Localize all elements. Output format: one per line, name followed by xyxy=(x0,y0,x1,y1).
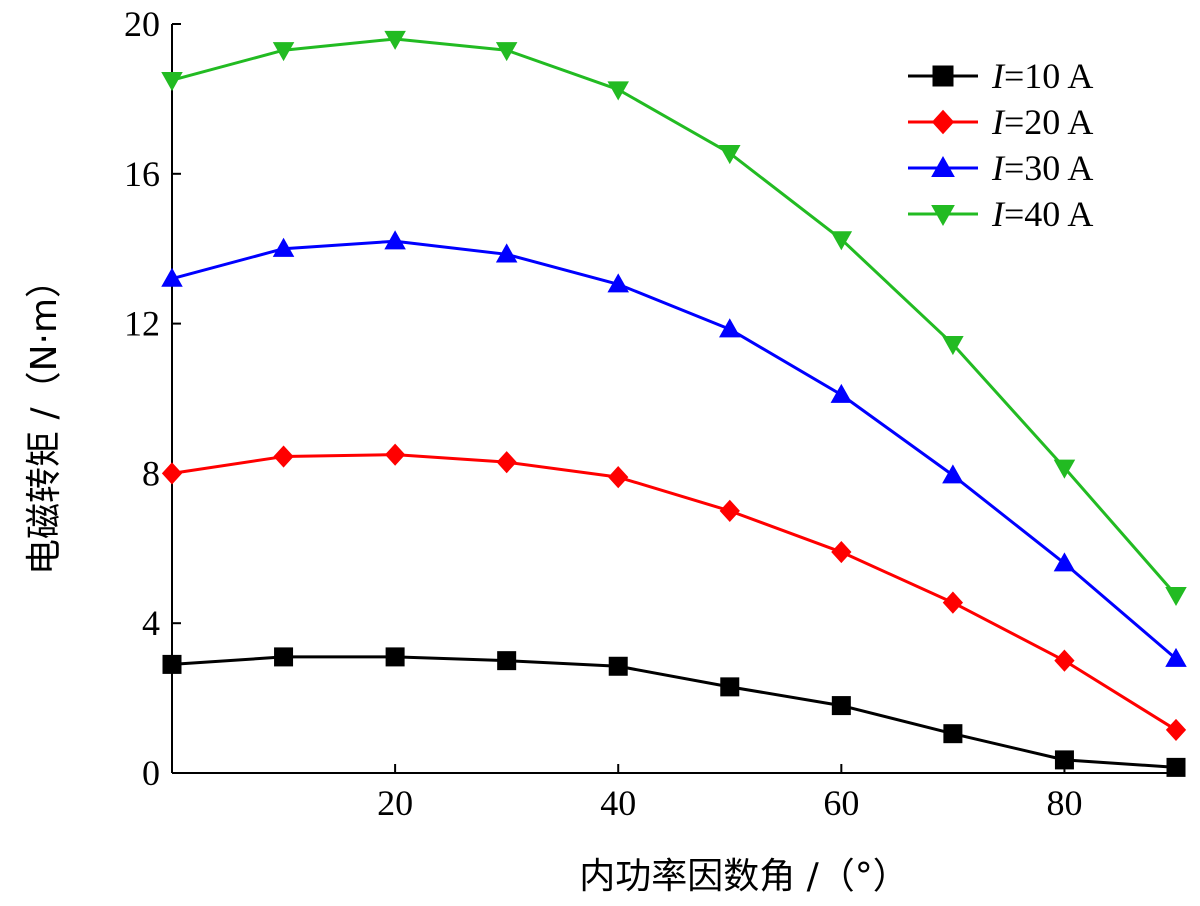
legend-label-rest: =30 A xyxy=(1004,148,1093,188)
triangle-up-marker xyxy=(161,267,183,287)
triangle-down-marker xyxy=(830,231,853,251)
diamond-marker xyxy=(161,462,183,485)
triangle-up-marker xyxy=(719,318,741,338)
diamond-marker xyxy=(942,591,964,614)
square-marker xyxy=(720,677,740,697)
square-marker xyxy=(162,654,182,674)
y-tick-label: 20 xyxy=(124,4,160,44)
series-3 xyxy=(161,230,1187,667)
legend-entry: I=10 A xyxy=(908,56,1093,96)
series-line xyxy=(171,655,1177,769)
series-line xyxy=(171,37,1178,597)
legend-label-italic: I xyxy=(991,102,1006,142)
series-2 xyxy=(161,443,1187,742)
y-axis-title: 电磁转矩 /（N·m） xyxy=(24,262,65,575)
legend-label-italic: I xyxy=(991,148,1006,188)
series-line xyxy=(171,453,1177,732)
diamond-marker xyxy=(931,109,955,135)
diamond-marker xyxy=(1054,649,1075,672)
triangle-up-marker xyxy=(272,237,295,257)
axes: 20 40 60 80 0 4 8 12 16 20 xyxy=(124,4,1176,823)
legend-label: I=20 A xyxy=(991,102,1093,142)
square-marker xyxy=(274,647,294,667)
triangle-down-marker xyxy=(384,30,406,50)
legend-entry: I=40 A xyxy=(908,194,1093,234)
legend-label: I=30 A xyxy=(991,148,1093,188)
legend-label: I=40 A xyxy=(991,194,1093,234)
legend-label-rest: =10 A xyxy=(1004,56,1093,96)
diamond-marker xyxy=(831,540,852,564)
triangle-up-marker xyxy=(607,273,629,293)
series-1 xyxy=(162,647,1186,777)
triangle-up-marker xyxy=(495,243,518,263)
triangle-down-marker xyxy=(607,81,629,101)
y-tick-label: 0 xyxy=(142,753,160,793)
diamond-marker xyxy=(496,451,517,474)
diamond-marker xyxy=(608,466,629,489)
series-4 xyxy=(161,30,1187,607)
x-tick-label: 20 xyxy=(377,783,413,823)
square-marker xyxy=(943,724,963,744)
legend-label-rest: =40 A xyxy=(1004,194,1093,234)
triangle-down-marker xyxy=(161,72,183,92)
y-tick-label: 8 xyxy=(142,453,160,493)
legend-label-italic: I xyxy=(991,194,1006,234)
square-marker xyxy=(831,696,851,716)
x-tick-label: 40 xyxy=(600,783,636,823)
triangle-up-marker xyxy=(1053,552,1076,572)
triangle-up-marker xyxy=(942,464,964,484)
triangle-down-marker xyxy=(272,42,295,62)
diamond-marker xyxy=(384,443,406,466)
triangle-down-marker xyxy=(495,42,518,62)
square-marker xyxy=(497,651,517,671)
legend-label: I=10 A xyxy=(991,56,1093,96)
square-marker xyxy=(1166,757,1186,777)
triangle-down-marker xyxy=(719,145,741,165)
y-tick-label: 4 xyxy=(142,603,160,643)
series-line xyxy=(171,239,1177,660)
legend-label-rest: =20 A xyxy=(1004,102,1093,142)
triangle-up-marker xyxy=(384,230,406,250)
x-tick-label: 80 xyxy=(1046,783,1082,823)
diamond-marker xyxy=(1165,718,1187,742)
series-layer xyxy=(161,30,1187,777)
legend-entry: I=20 A xyxy=(908,102,1093,142)
square-marker xyxy=(385,647,405,667)
x-tick-label: 60 xyxy=(823,783,859,823)
legend: I=10 AI=20 AI=30 AI=40 A xyxy=(908,56,1093,234)
square-marker xyxy=(932,65,954,87)
y-tick-label: 12 xyxy=(124,304,160,344)
square-marker xyxy=(608,656,628,676)
triangle-up-marker xyxy=(830,383,853,403)
x-axis-title: 内功率因数角 /（°） xyxy=(579,856,909,897)
diamond-marker xyxy=(719,499,740,522)
triangle-down-marker xyxy=(1165,586,1187,607)
y-tick-label: 16 xyxy=(124,154,160,194)
legend-entry: I=30 A xyxy=(908,148,1093,188)
triangle-down-marker xyxy=(942,336,964,356)
diamond-marker xyxy=(273,445,294,468)
legend-label-italic: I xyxy=(991,56,1006,96)
triangle-down-marker xyxy=(1053,459,1076,479)
square-marker xyxy=(1054,750,1074,770)
triangle-down-marker xyxy=(931,205,955,227)
triangle-up-marker xyxy=(1165,647,1187,667)
triangle-up-marker xyxy=(931,155,955,177)
